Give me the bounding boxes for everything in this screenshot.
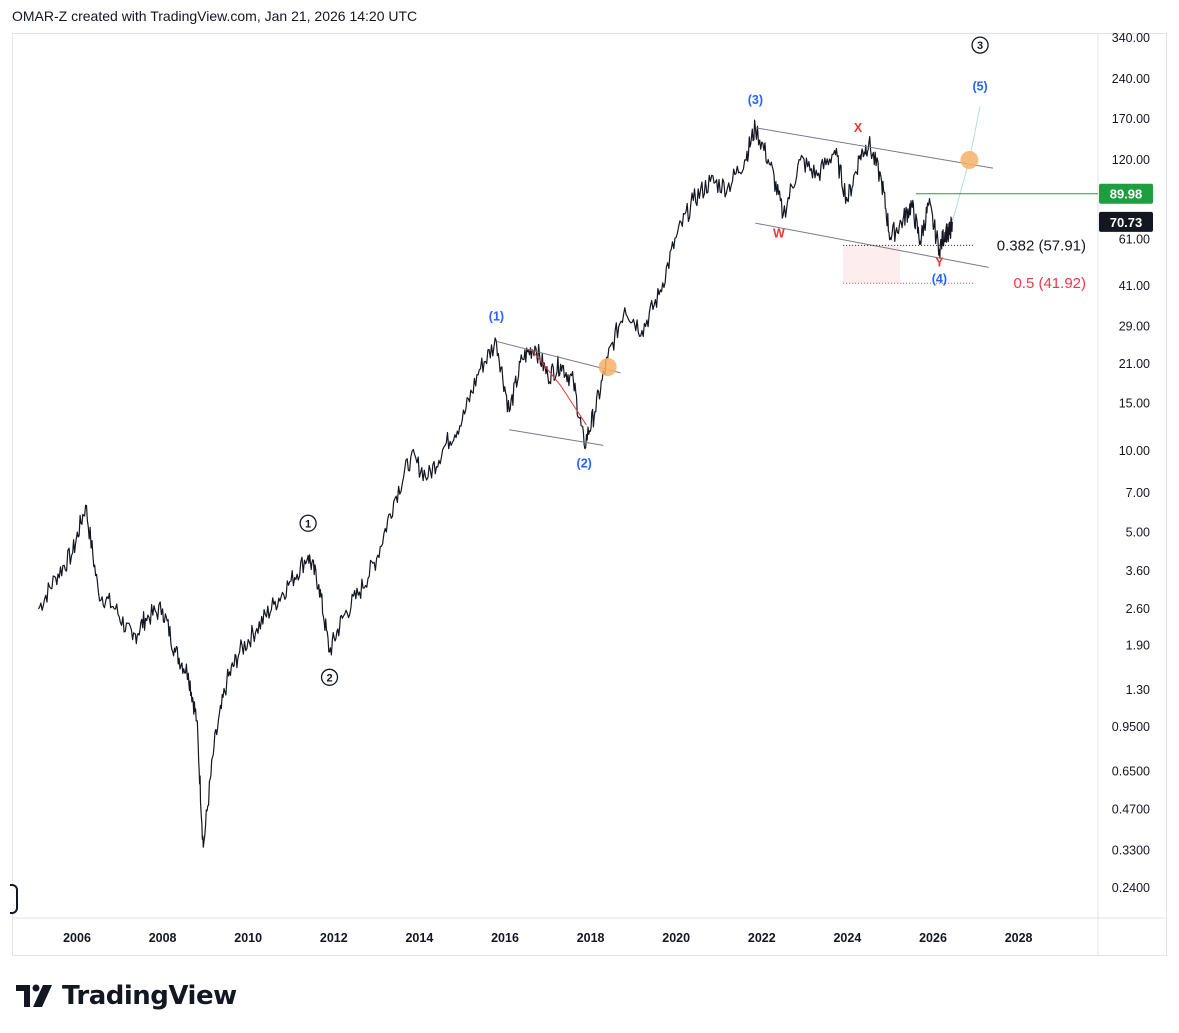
- x-tick-label: 2020: [662, 931, 690, 945]
- wave-label: 3: [977, 40, 983, 52]
- x-tick-label: 2024: [833, 931, 861, 945]
- fib-label: 0.5 (41.92): [1013, 275, 1086, 292]
- annotation-layer: 0.382 (57.91) 0.5 (41.92) 89.98 70.73 (1) (2)…: [299, 36, 1153, 686]
- price-layer: [37, 119, 953, 848]
- wave-label: X: [854, 121, 863, 135]
- wave-label: W: [773, 227, 785, 241]
- y-tick-label: 1.90: [1126, 639, 1150, 653]
- chart-area[interactable]: [12, 33, 1167, 956]
- y-tick-label: 10.00: [1119, 444, 1150, 458]
- y-tick-label: 5.00: [1126, 525, 1150, 539]
- channel-line: [755, 222, 989, 268]
- price-badge-bg: [1099, 211, 1153, 232]
- wave-label-circle: [299, 514, 317, 532]
- footer: TradingView: [14, 978, 237, 1014]
- y-tick-label: 0.2400: [1112, 881, 1150, 895]
- y-tick-label: 170.00: [1112, 112, 1150, 126]
- fib-zone: [843, 245, 900, 284]
- y-tick-label: 41.00: [1119, 279, 1150, 293]
- wave-label: 1: [305, 518, 311, 530]
- y-tick-label: 2.60: [1126, 602, 1150, 616]
- x-tick-label: 2006: [63, 931, 91, 945]
- wave-label-circle: [320, 668, 339, 686]
- wave-label: Y: [935, 256, 944, 270]
- price-badge-label: 70.73: [1110, 215, 1143, 230]
- chart-header: OMAR-Z created with TradingView.com, Jan…: [12, 8, 418, 24]
- x-tick-label: 2018: [577, 931, 605, 945]
- y-tick-label: 120.00: [1112, 153, 1150, 167]
- tradingview-logo-icon: [16, 984, 52, 1007]
- wave-label: (4): [932, 272, 947, 286]
- y-tick-label: 240.00: [1112, 72, 1150, 86]
- y-tick-label: 61.00: [1119, 232, 1150, 246]
- axis-layer: 340.00 240.00 170.00 120.00 61.00 41.00 29.00 2…: [13, 31, 1166, 955]
- y-tick-label: 21.00: [1119, 357, 1150, 371]
- y-tick-label: 15.00: [1119, 397, 1150, 411]
- y-tick-label: 340.00: [1112, 31, 1150, 45]
- target-circle: [598, 357, 617, 376]
- y-tick-label: 0.3300: [1112, 844, 1150, 858]
- x-tick-label: 2016: [491, 931, 519, 945]
- y-tick-label: 1.30: [1126, 683, 1150, 697]
- channel-line: [509, 429, 604, 446]
- wave-label: 2: [326, 672, 332, 684]
- target-circle: [960, 150, 979, 169]
- scale-handle-icon[interactable]: [10, 884, 18, 914]
- x-tick-label: 2014: [405, 931, 433, 945]
- y-tick-label: 3.60: [1126, 564, 1150, 578]
- y-tick-label: 29.00: [1119, 319, 1150, 333]
- channel-line: [755, 127, 994, 169]
- y-tick-label: 0.9500: [1112, 720, 1150, 734]
- wave-label: (5): [972, 79, 987, 93]
- price-series-line: [37, 119, 953, 848]
- y-tick-label: 7.00: [1126, 486, 1150, 500]
- tradingview-brand[interactable]: TradingView: [62, 981, 237, 1011]
- chart-svg[interactable]: 340.00 240.00 170.00 120.00 61.00 41.00 29.00 2…: [0, 0, 1179, 960]
- fib-label: 0.382 (57.91): [997, 237, 1086, 254]
- wave-label: (2): [577, 456, 592, 470]
- wave-label-circle: [971, 36, 989, 54]
- x-tick-label: 2012: [320, 931, 348, 945]
- x-tick-label: 2028: [1005, 931, 1033, 945]
- y-tick-label: 0.6500: [1112, 764, 1150, 778]
- price-badge-bg: [1099, 183, 1153, 204]
- x-tick-label: 2022: [748, 931, 776, 945]
- price-badge-label: 89.98: [1110, 187, 1143, 202]
- triangle-pattern: [530, 348, 587, 426]
- x-tick-label: 2008: [149, 931, 177, 945]
- x-tick-label: 2010: [234, 931, 262, 945]
- y-tick-label: 0.4700: [1112, 802, 1150, 816]
- wave-label: (1): [489, 310, 504, 324]
- wave-label: (3): [748, 93, 763, 107]
- x-tick-label: 2026: [919, 931, 947, 945]
